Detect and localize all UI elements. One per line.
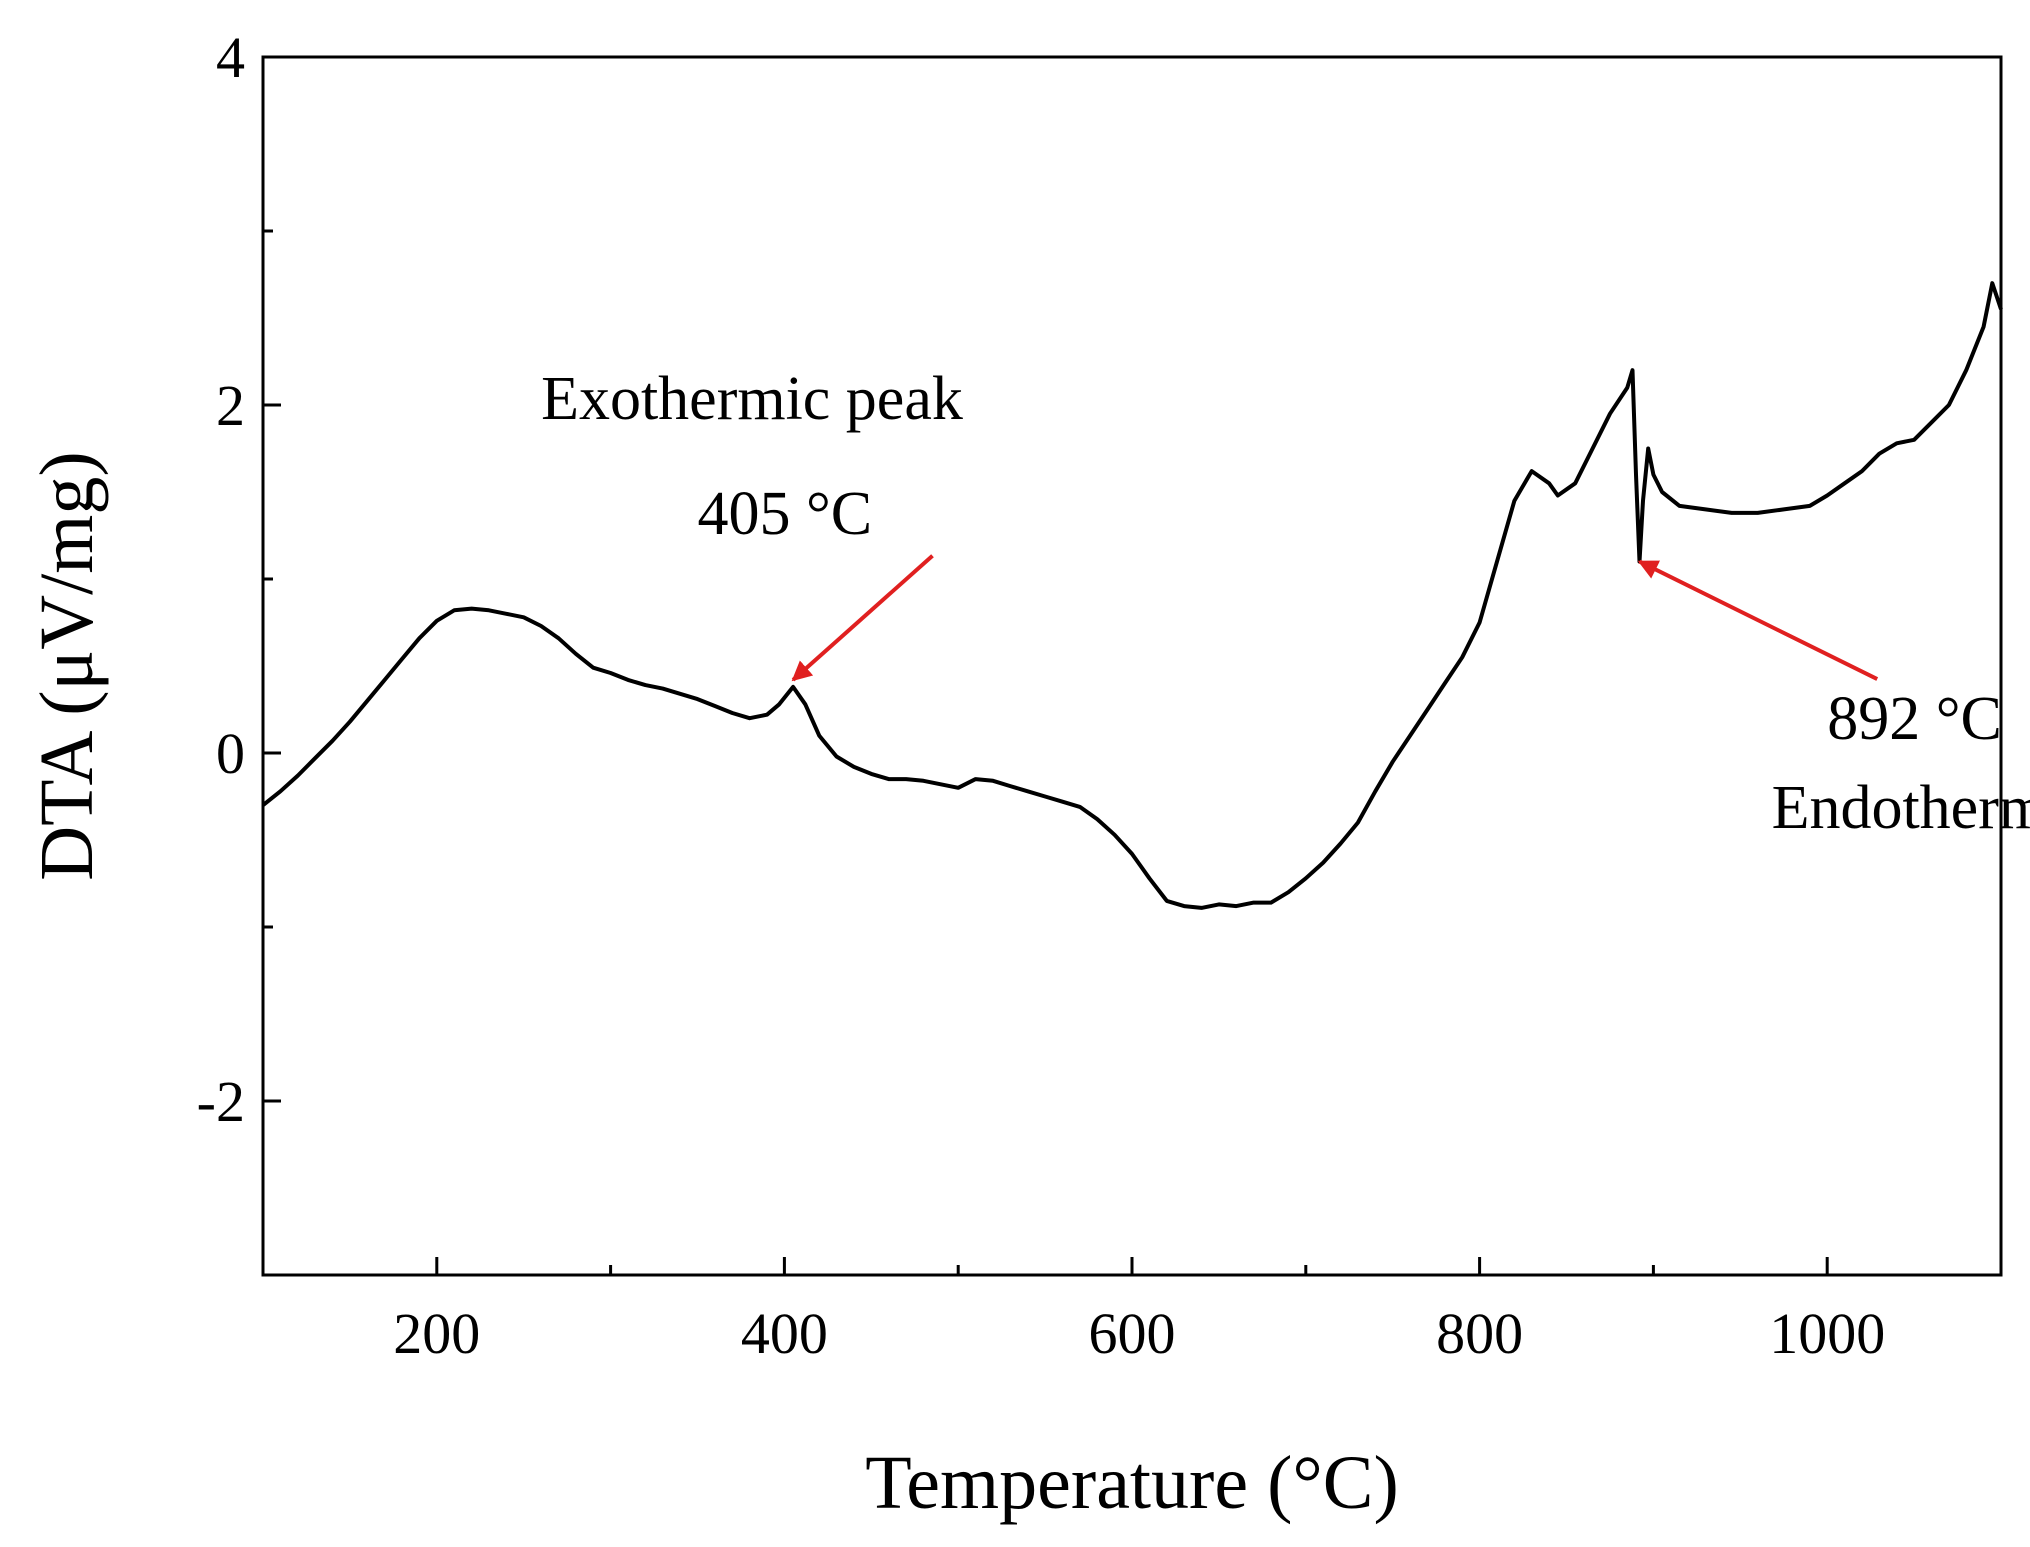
x-tick-label: 400 xyxy=(741,1301,828,1366)
y-tick-label: 2 xyxy=(216,373,245,438)
axis-tick-labels: 200 400 600 800 1000 -2 0 2 4 xyxy=(197,25,1886,1366)
x-tick-label: 1000 xyxy=(1769,1301,1885,1366)
y-tick-label: -2 xyxy=(197,1069,245,1134)
annotation-label: 405 °C xyxy=(698,480,873,548)
annotation-label: Exothermic peak xyxy=(541,365,963,433)
y-tick-label: 0 xyxy=(216,721,245,786)
annotation-arrow xyxy=(1637,559,1879,681)
annotation-arrow xyxy=(791,554,934,682)
x-tick-label: 600 xyxy=(1089,1301,1176,1366)
axis-ticks xyxy=(263,55,1829,1275)
annotation-label: Endothermic peak xyxy=(1772,774,2030,842)
dta-series-line xyxy=(261,281,2003,910)
x-tick-label: 200 xyxy=(393,1301,480,1366)
annotations: Exothermic peak 405 °C 892 °C Endothermic p… xyxy=(541,365,2030,842)
y-tick-label: 4 xyxy=(216,25,245,90)
x-tick-label: 800 xyxy=(1436,1301,1523,1366)
y-axis-title: DTA (μV/mg) xyxy=(25,451,109,880)
annotation-label: 892 °C xyxy=(1827,685,2002,753)
x-axis-title: Temperature (°C) xyxy=(865,1441,1399,1525)
